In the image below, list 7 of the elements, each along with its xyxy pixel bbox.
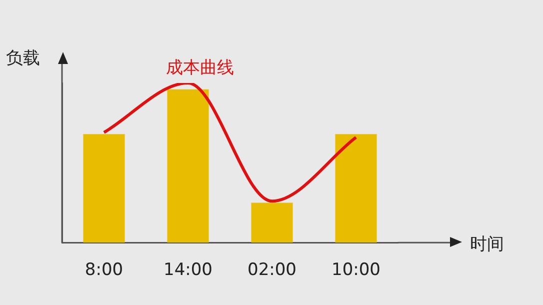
x-tick-label: 14:00 [164,260,212,280]
x-tick-label: 8:00 [84,260,124,280]
x-tick-label: 10:00 [332,260,380,280]
y-axis-title: 负载 [6,48,40,68]
x-axis-title: 时间 [470,234,504,254]
x-tick-label: 02:00 [248,260,296,280]
series-label: 成本曲线 [166,58,234,78]
